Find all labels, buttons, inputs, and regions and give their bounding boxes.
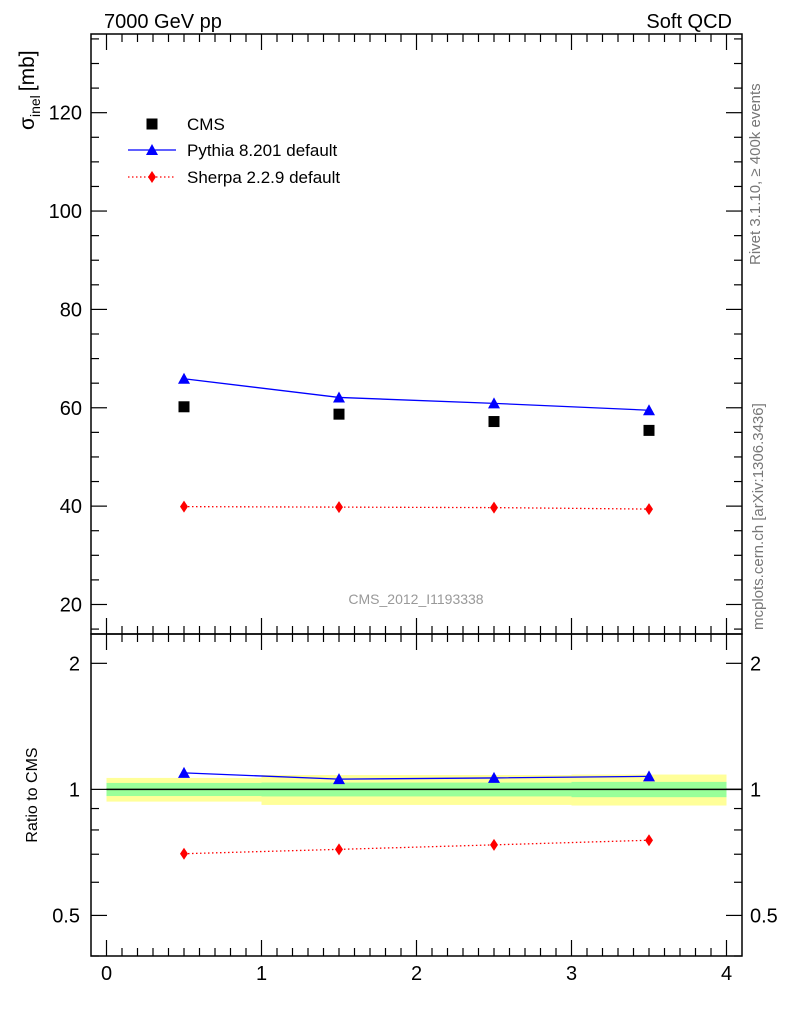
ratio-x-axis: 0 1 2 3 4 <box>101 634 732 985</box>
main-point-cms <box>643 424 655 436</box>
ratio-panel: 0.5 0.5 1 1 2 2 0 1 2 3 4 Ratio to CMS <box>24 633 778 985</box>
legend-marker-sherpa-2-2-9-default <box>148 171 156 183</box>
legend-entry-pythia-8-201-default: Pythia 8.201 default <box>128 141 338 160</box>
legend: CMS Pythia 8.201 default Sherpa 2.2.9 defa… <box>128 115 340 187</box>
ratio-x-tick-label: 4 <box>721 963 732 985</box>
rivet-version-label: Rivet 3.1.10, ≥ 400k events <box>747 83 764 265</box>
main-y-tick-label: 20 <box>60 594 82 616</box>
ratio-series-pythia-8-201-default <box>178 766 655 785</box>
main-series-pythia-8-201-default <box>178 372 655 416</box>
main-panel: 20 40 60 80 100 120 CMS_2012_I1193338 σinel [m… <box>16 33 743 635</box>
ratio-y-tick-label-right: 0.5 <box>750 905 778 927</box>
ratio-y-tick-label-left: 2 <box>69 653 80 675</box>
ratio-x-tick-label: 0 <box>101 963 112 985</box>
ratio-y-axis-title: Ratio to CMS <box>24 747 41 842</box>
main-point-sherpa-2-2-9-default <box>335 501 343 514</box>
sigma-symbol: σ <box>16 117 39 130</box>
sigma-subscript: inel <box>27 95 43 117</box>
main-line-pythia-8-201-default <box>183 378 650 411</box>
ratio-point-pythia-8-201-default <box>643 770 655 782</box>
main-point-cms <box>488 416 500 428</box>
main-y-tick-label: 80 <box>60 299 82 321</box>
analysis-annotation: CMS_2012_I1193338 <box>348 591 483 607</box>
ratio-point-sherpa-2-2-9-default <box>645 834 653 847</box>
ratio-x-tick-label: 1 <box>256 963 267 985</box>
legend-entry-cms: CMS <box>146 115 225 134</box>
ratio-line-sherpa-2-2-9-default <box>183 839 650 855</box>
main-point-pythia-8-201-default <box>333 391 345 403</box>
main-y-axis: 20 40 60 80 100 120 <box>49 38 742 630</box>
legend-entry-sherpa-2-2-9-default: Sherpa 2.2.9 default <box>128 168 340 187</box>
main-point-sherpa-2-2-9-default <box>645 503 653 516</box>
ratio-point-pythia-8-201-default <box>488 771 500 783</box>
ratio-point-sherpa-2-2-9-default <box>335 843 343 856</box>
ratio-point-pythia-8-201-default <box>333 773 345 785</box>
main-y-tick-label: 60 <box>60 398 82 420</box>
legend-marker-pythia-8-201-default <box>146 144 158 155</box>
ratio-point-sherpa-2-2-9-default <box>180 847 188 860</box>
legend-label-pythia-8-201-default: Pythia 8.201 default <box>187 141 338 160</box>
ratio-x-tick-label: 2 <box>411 963 422 985</box>
main-point-pythia-8-201-default <box>643 404 655 416</box>
main-y-axis-title: σinel [mb] <box>16 50 43 130</box>
main-point-cms <box>333 408 345 420</box>
svg-text:σinel[mb]: σinel [mb] <box>16 50 43 130</box>
mcplots-label: mcplots.cern.ch [arXiv:1306.3436] <box>750 403 767 630</box>
ratio-series-group <box>178 766 655 860</box>
main-point-sherpa-2-2-9-default <box>490 501 498 514</box>
energy-label: 7000 GeV pp <box>104 11 222 33</box>
main-series-sherpa-2-2-9-default <box>180 500 653 516</box>
main-point-pythia-8-201-default <box>178 372 190 384</box>
main-y-tick-label: 120 <box>49 103 82 125</box>
ratio-point-pythia-8-201-default <box>178 766 190 778</box>
main-point-pythia-8-201-default <box>488 397 500 409</box>
main-series-group <box>178 372 655 516</box>
ratio-y-axis: 0.5 0.5 1 1 2 2 <box>52 653 778 957</box>
ratio-x-tick-label: 3 <box>566 963 577 985</box>
ratio-y-tick-label-left: 1 <box>69 779 80 801</box>
legend-label-cms: CMS <box>187 115 225 134</box>
ratio-y-tick-label-left: 0.5 <box>52 905 80 927</box>
ratio-y-tick-label-right: 1 <box>750 779 761 801</box>
main-y-tick-label: 100 <box>49 201 82 223</box>
sigma-unit: [mb] <box>16 50 39 91</box>
legend-marker-cms <box>146 118 158 130</box>
process-label: Soft QCD <box>646 11 732 33</box>
ratio-line-pythia-8-201-default <box>183 772 650 780</box>
ratio-series-sherpa-2-2-9-default <box>180 834 653 860</box>
main-point-sherpa-2-2-9-default <box>180 500 188 513</box>
main-x-axis <box>105 34 728 634</box>
ratio-point-sherpa-2-2-9-default <box>490 838 498 851</box>
legend-label-sherpa-2-2-9-default: Sherpa 2.2.9 default <box>187 168 340 187</box>
main-line-sherpa-2-2-9-default <box>183 505 650 510</box>
ratio-y-tick-label-right: 2 <box>750 653 761 675</box>
main-y-tick-label: 40 <box>60 496 82 518</box>
main-series-cms <box>178 401 655 436</box>
main-point-cms <box>178 401 190 413</box>
